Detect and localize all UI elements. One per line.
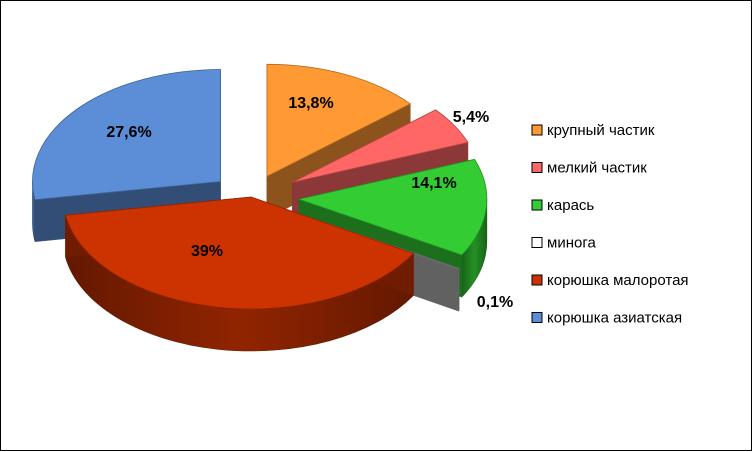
data-label: 27,6% (106, 124, 151, 141)
slice-top (32, 69, 221, 201)
legend-swatch (531, 124, 543, 136)
slice-top (266, 63, 412, 177)
data-label: 14,1% (411, 175, 456, 192)
pie-slice (64, 196, 415, 352)
slice-top (297, 158, 488, 256)
slice-side-shade (65, 215, 414, 351)
legend-swatch (531, 162, 543, 173)
legend-label: корюшка малоротая (547, 272, 689, 289)
slice-side-shade (32, 181, 36, 242)
legend-swatch (531, 237, 543, 248)
slice-top (64, 196, 415, 310)
legend-swatch (531, 274, 543, 286)
legend-swatch (531, 312, 543, 323)
legend-label: крупный частик (547, 122, 655, 139)
pie-slices (32, 63, 488, 352)
legend: крупный частик мелкий частик карась минога к… (531, 122, 689, 327)
data-label: 5,4% (453, 109, 489, 126)
legend-label: минога (547, 235, 596, 252)
legend-label: карась (547, 197, 594, 214)
slice-top (292, 109, 469, 183)
data-label: 13,8% (288, 95, 333, 112)
legend-label: мелкий частик (547, 160, 647, 177)
legend-swatch (531, 199, 543, 211)
data-labels: 13,8% 5,4% 14,1% 0,1% 39% 27,6% (106, 95, 513, 311)
data-label: 0,1% (477, 294, 513, 311)
legend-label: корюшка азиатская (547, 310, 682, 327)
data-label: 39% (191, 243, 223, 260)
slice-side-shade (461, 199, 487, 298)
